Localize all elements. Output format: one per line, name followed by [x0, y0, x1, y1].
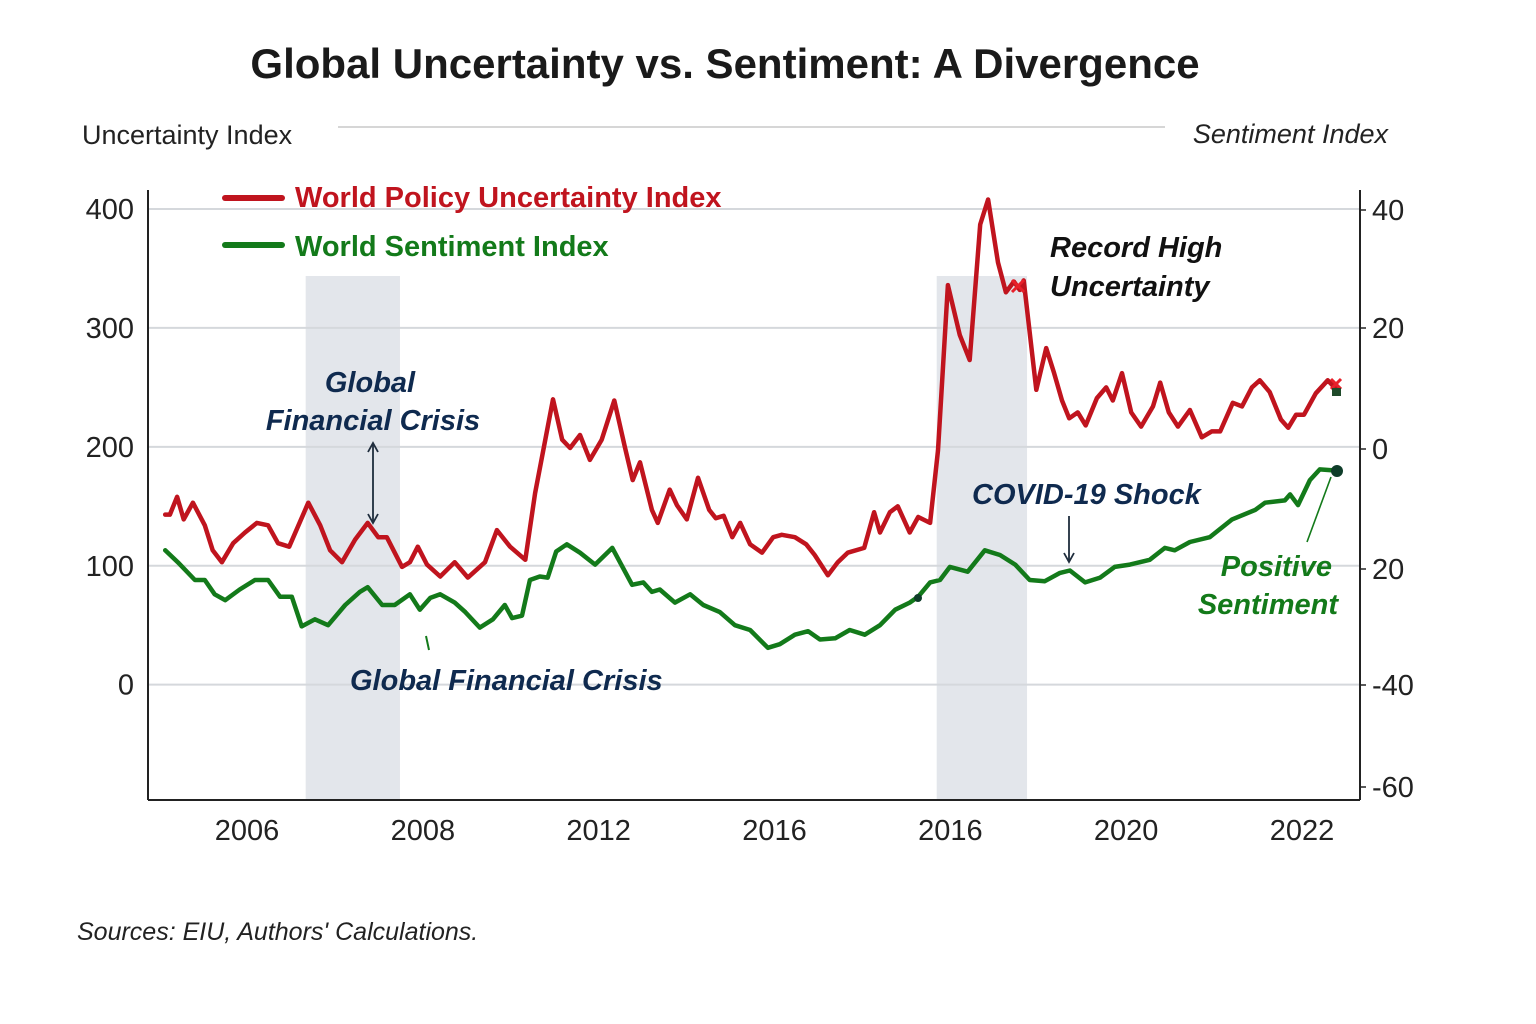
right-tick-label: 20 [1372, 554, 1404, 586]
x-tick-label: 2008 [391, 815, 456, 847]
right-tick-label: 40 [1372, 195, 1404, 227]
shaded-period-1 [936, 276, 1028, 800]
annotation-gfc-top: Global Financial Crisis [266, 367, 480, 525]
annotation-positive-line2: Sentiment [1198, 589, 1340, 621]
right-tick-label: -60 [1372, 772, 1414, 804]
positive-pointer [1306, 476, 1332, 543]
right-tick-label: -40 [1372, 670, 1414, 702]
left-tick-label: 300 [86, 313, 134, 345]
right-tick-label: 0 [1372, 434, 1388, 466]
annotation-record-high-line2: Uncertainty [1050, 271, 1211, 303]
end-marker-square [1332, 388, 1341, 396]
end-point-marker [1331, 465, 1343, 477]
left-tick-labels: 400 300 200 100 0 [86, 194, 134, 702]
left-tick-label: 0 [118, 670, 134, 702]
x-tick-label: 2016 [918, 815, 983, 847]
source-note: Sources: EIU, Authors' Calculations. [77, 918, 478, 946]
annotation-gfc-bottom: Global Financial Crisis [350, 635, 663, 697]
x-tick-label: 2022 [1270, 815, 1335, 847]
x-tick-label: 2016 [742, 815, 807, 847]
left-axis-title: Uncertainty Index [82, 120, 293, 150]
annotation-positive: Positive Sentiment [914, 377, 1343, 621]
x-marker-icon [1329, 377, 1343, 391]
annotation-record-high: Record High Uncertainty [1010, 232, 1222, 303]
x-tick-label: 2020 [1094, 815, 1159, 847]
chart-title: Global Uncertainty vs. Sentiment: A Dive… [250, 40, 1199, 87]
right-axis-title: Sentiment Index [1193, 119, 1390, 149]
gfc-bottom-pointer [425, 635, 430, 651]
gridlines [148, 208, 1360, 686]
annotation-positive-line1: Positive [1221, 551, 1332, 583]
sentiment-line [162, 467, 1340, 651]
left-tick-label: 100 [86, 551, 134, 583]
right-tick-labels: 40 20 0 20 -40 -60 [1360, 195, 1414, 804]
legend-label-sentiment: World Sentiment Index [295, 231, 609, 263]
annotation-record-high-line1: Record High [1050, 232, 1222, 264]
annotation-gfc-bottom-text: Global Financial Crisis [350, 665, 663, 697]
arrowhead-up-icon [367, 441, 379, 453]
annotation-covid-text: COVID-19 Shock [972, 479, 1203, 511]
arrowhead-down-icon [1063, 552, 1075, 564]
annotation-gfc-top-line1: Global [325, 367, 416, 399]
right-tick-label: 20 [1372, 313, 1404, 345]
left-tick-label: 400 [86, 194, 134, 226]
legend-label-uncertainty: World Policy Uncertainty Index [295, 182, 722, 214]
axes [147, 190, 1361, 801]
point-marker [914, 594, 922, 602]
x-tick-labels: 2006 2008 2012 2016 2016 2020 2022 [215, 815, 1335, 847]
legend: World Policy Uncertainty Index World Sen… [222, 182, 722, 263]
shaded-periods [305, 276, 1028, 800]
x-marker-icon [1010, 278, 1026, 294]
annotation-covid: COVID-19 Shock [972, 479, 1203, 564]
x-tick-label: 2006 [215, 815, 280, 847]
left-tick-label: 200 [86, 432, 134, 464]
uncertainty-line [162, 197, 1340, 580]
series-lines [162, 197, 1340, 651]
arrowhead-down-icon [367, 513, 379, 525]
annotation-gfc-top-line2: Financial Crisis [266, 405, 480, 437]
x-tick-label: 2012 [566, 815, 631, 847]
